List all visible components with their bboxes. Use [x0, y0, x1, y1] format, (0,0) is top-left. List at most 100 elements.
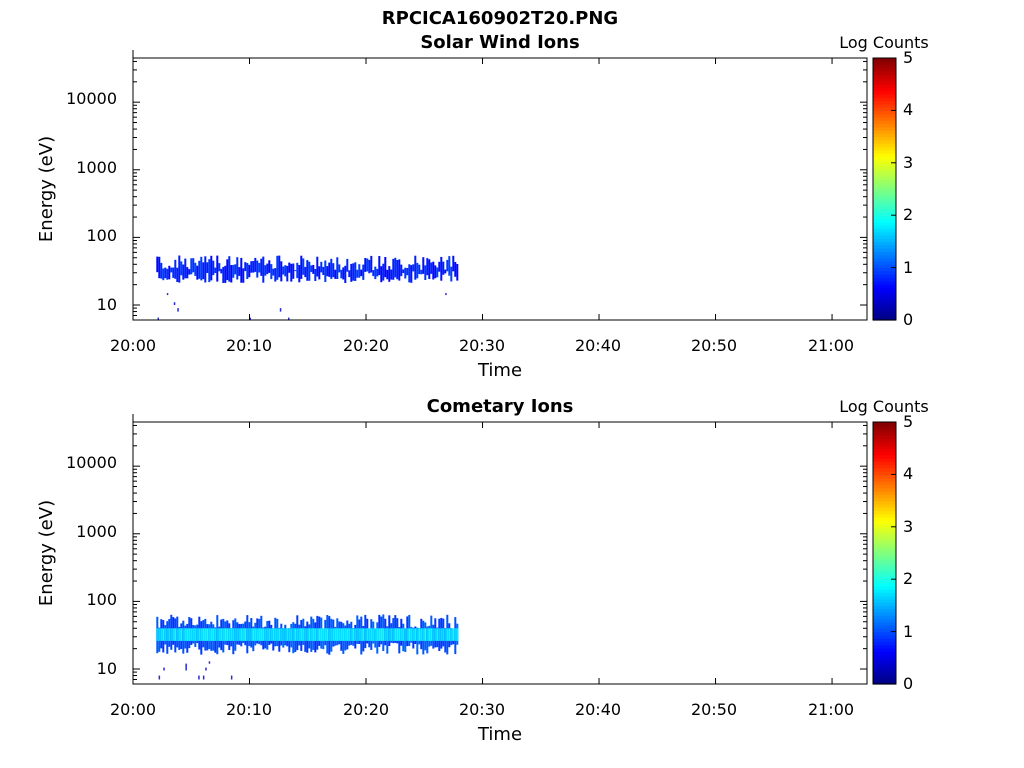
spectrogram-core-column	[254, 628, 257, 641]
spectrogram-column	[438, 261, 441, 272]
count-mark	[185, 663, 187, 671]
spectrogram-column	[364, 258, 367, 272]
colorbar-swatch	[873, 615, 896, 620]
colorbar-swatch	[873, 244, 896, 249]
spectrogram-column	[204, 256, 207, 283]
spectrogram-column	[428, 259, 431, 279]
x-tick-label: 20:50	[691, 336, 737, 355]
spectrogram-core-column	[318, 628, 321, 641]
spectrogram-core-column	[312, 628, 315, 641]
spectrogram-column	[366, 258, 369, 272]
spectrogram-core-column	[420, 628, 423, 641]
spectrogram-column	[244, 262, 247, 272]
spectrogram-core-column	[450, 628, 453, 641]
colorbar-swatch	[873, 192, 896, 197]
spectrogram-column	[286, 265, 289, 282]
spectrogram-column	[376, 268, 379, 277]
colorbar-swatch	[873, 628, 896, 633]
spectrogram-core-column	[372, 628, 375, 641]
spectrogram-core-column	[274, 628, 277, 641]
spectrogram-column	[252, 261, 255, 273]
spectrogram-column	[312, 264, 315, 274]
spectrogram-column	[334, 269, 337, 279]
spectrogram-column	[256, 260, 259, 278]
spectrogram-core-column	[256, 628, 259, 641]
colorbar-swatch	[873, 149, 896, 154]
colorbar-swatch	[873, 598, 896, 603]
spectrogram-core-column	[328, 628, 331, 641]
colorbar-swatch	[873, 494, 896, 498]
spectrogram-core-column	[194, 628, 197, 641]
spectrogram-column	[216, 255, 219, 282]
colorbar-swatch	[873, 316, 896, 321]
spectrogram-core-column	[414, 628, 417, 641]
spectrogram-core-column	[452, 628, 455, 641]
y-tick-label: 1000	[76, 158, 117, 177]
colorbar-swatch	[873, 306, 896, 311]
colorbar-tick-label: 3	[903, 517, 913, 536]
colorbar-swatch	[873, 218, 896, 223]
spectrogram-column	[432, 261, 435, 280]
spectrogram-column	[324, 260, 327, 282]
colorbar-swatch	[873, 261, 896, 265]
spectrogram-column	[242, 268, 245, 283]
spectrogram-core-column	[278, 628, 281, 641]
colorbar-swatch	[873, 533, 896, 538]
colorbar-swatch	[873, 608, 896, 613]
colorbar-swatch	[873, 310, 896, 315]
spectrogram-column	[348, 270, 351, 278]
spectrogram-core-column	[364, 628, 367, 641]
x-tick-label: 20:10	[226, 700, 272, 719]
spectrogram-core-column	[348, 628, 351, 641]
spectrogram-column	[176, 267, 179, 282]
colorbar-swatch	[873, 487, 896, 492]
spectrogram-column	[374, 266, 377, 280]
colorbar-swatch	[873, 605, 896, 610]
x-tick-label: 20:40	[575, 700, 621, 719]
spectrogram-core-column	[376, 628, 379, 641]
colorbar-swatch	[873, 264, 896, 269]
colorbar-swatch	[873, 277, 896, 282]
spectrogram-column	[174, 259, 177, 279]
colorbar-swatch	[873, 441, 896, 446]
count-mark	[166, 293, 169, 296]
colorbar-swatch	[873, 507, 896, 512]
spectrogram-column	[342, 267, 345, 280]
spectrogram-column	[218, 263, 221, 272]
spectrogram-core-column	[330, 628, 333, 641]
colorbar-frame	[872, 421, 897, 685]
spectrogram-column	[380, 266, 383, 283]
colorbar-swatch	[873, 572, 896, 577]
colorbar-tick-label: 4	[903, 100, 913, 119]
spectrogram-column	[306, 260, 309, 281]
colorbar-tick-label: 5	[903, 48, 913, 67]
spectrogram-column	[296, 262, 299, 279]
spectrogram-core-column	[240, 628, 243, 641]
count-mark	[173, 302, 176, 305]
spectrogram-column	[320, 261, 323, 273]
spectrogram-column	[440, 256, 443, 281]
x-tick-label: 20:20	[343, 700, 389, 719]
colorbar-swatch	[873, 474, 896, 479]
spectrogram-column	[338, 264, 341, 273]
colorbar-swatch	[873, 84, 896, 89]
count-mark	[177, 308, 179, 312]
colorbar-swatch	[873, 667, 896, 672]
colorbar-swatch	[873, 175, 896, 180]
spectrogram-column	[226, 259, 229, 281]
spectrogram-column	[222, 266, 225, 283]
spectrogram-core-column	[264, 628, 267, 641]
spectrogram-column	[442, 261, 445, 275]
colorbar-swatch	[873, 638, 896, 643]
colorbar-swatch	[873, 67, 896, 72]
spectrogram-column	[172, 267, 175, 278]
spectrogram-column	[426, 258, 429, 276]
spectrogram-column	[290, 263, 293, 282]
colorbar-swatch	[873, 657, 896, 662]
colorbar-swatch	[873, 238, 896, 243]
x-tick-label: 20:00	[110, 336, 156, 355]
count-mark	[157, 317, 159, 320]
spectrogram-core-column	[284, 628, 287, 641]
spectrogram-column	[444, 269, 447, 274]
spectrogram-column	[248, 264, 251, 278]
